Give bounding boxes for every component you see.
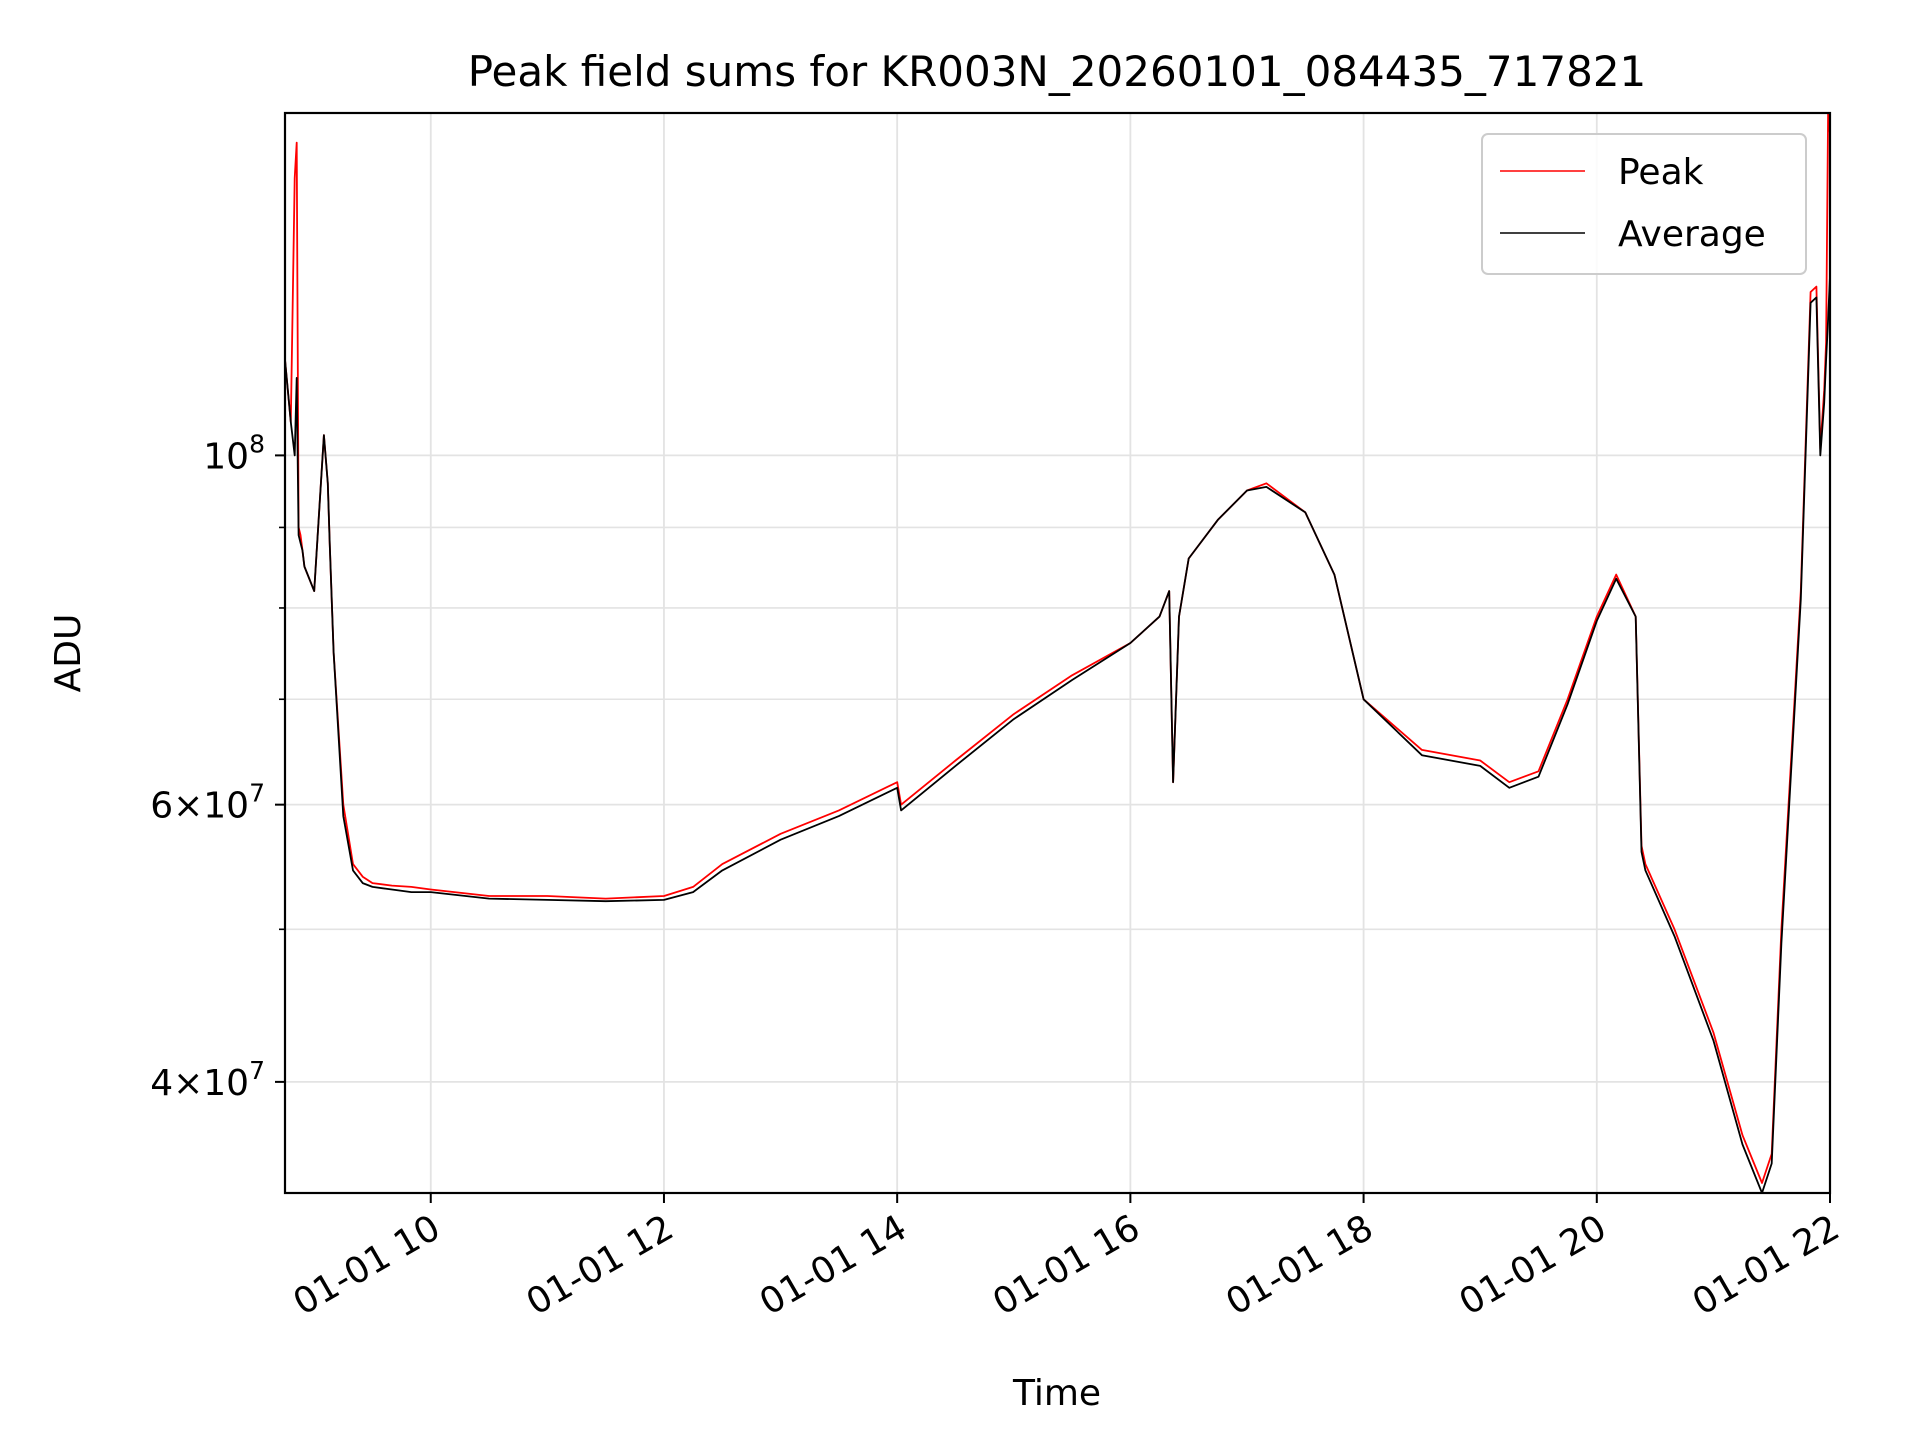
legend-box <box>1481 133 1807 275</box>
y-tick-label: 108 <box>203 429 265 477</box>
axes-frame <box>283 111 1832 1195</box>
series-layer <box>285 113 1830 1193</box>
y-axis-label: ADU <box>48 614 89 693</box>
legend-label-peak: Peak <box>1618 152 1704 193</box>
y-tick-mantissa: 4 <box>150 1063 173 1104</box>
y-tick-base: 10 <box>203 436 249 477</box>
y-tick-exponent: 7 <box>249 779 265 808</box>
legend: Peak Average <box>1481 133 1807 275</box>
chart-title: Peak field sums for KR003N_20260101_0844… <box>468 47 1647 96</box>
series-line-average <box>285 275 1830 1193</box>
y-tick-times: ×10 <box>173 1063 249 1104</box>
y-tick-exponent: 8 <box>249 429 265 458</box>
y-tick-label: 6×107 <box>150 779 265 827</box>
y-tick-times: ×10 <box>173 786 249 827</box>
y-tick-label: 4×107 <box>150 1056 265 1104</box>
y-tick-mantissa: 6 <box>150 786 173 827</box>
grid <box>285 113 1831 1193</box>
x-axis-label: Time <box>1012 1373 1101 1414</box>
legend-label-average: Average <box>1618 214 1766 255</box>
y-tick-exponent: 7 <box>249 1056 265 1085</box>
